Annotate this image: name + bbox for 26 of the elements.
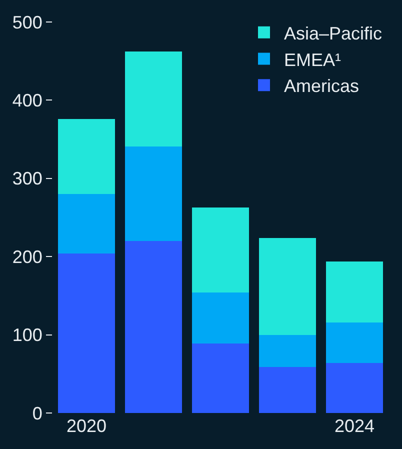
y-tick-label: 400: [12, 90, 42, 110]
bar: [58, 118, 115, 194]
bar: [125, 52, 182, 146]
bar: [192, 292, 249, 344]
y-tick-label: 500: [12, 12, 42, 32]
bar: [326, 322, 383, 363]
bar: [326, 362, 383, 413]
y-tick-label: 200: [12, 246, 42, 267]
bar: [58, 253, 115, 413]
bar: [58, 194, 115, 254]
bar: [259, 366, 316, 413]
x-tick-label: 2020: [66, 416, 107, 436]
legend-label: Asia–Pacific: [284, 23, 382, 44]
y-tick-label: 0: [32, 403, 42, 424]
bar: [259, 238, 316, 335]
bar: [125, 240, 182, 413]
y-tick-label: 100: [12, 325, 42, 346]
bar: [259, 334, 316, 367]
x-tick-label: 2024: [334, 416, 375, 436]
bar: [326, 261, 383, 322]
y-tick-label: 300: [12, 168, 42, 189]
legend-label: EMEA¹: [284, 50, 342, 70]
legend-label: Americas: [284, 76, 360, 96]
bar: [192, 343, 249, 413]
bar: [125, 146, 182, 241]
bar: [192, 207, 249, 293]
